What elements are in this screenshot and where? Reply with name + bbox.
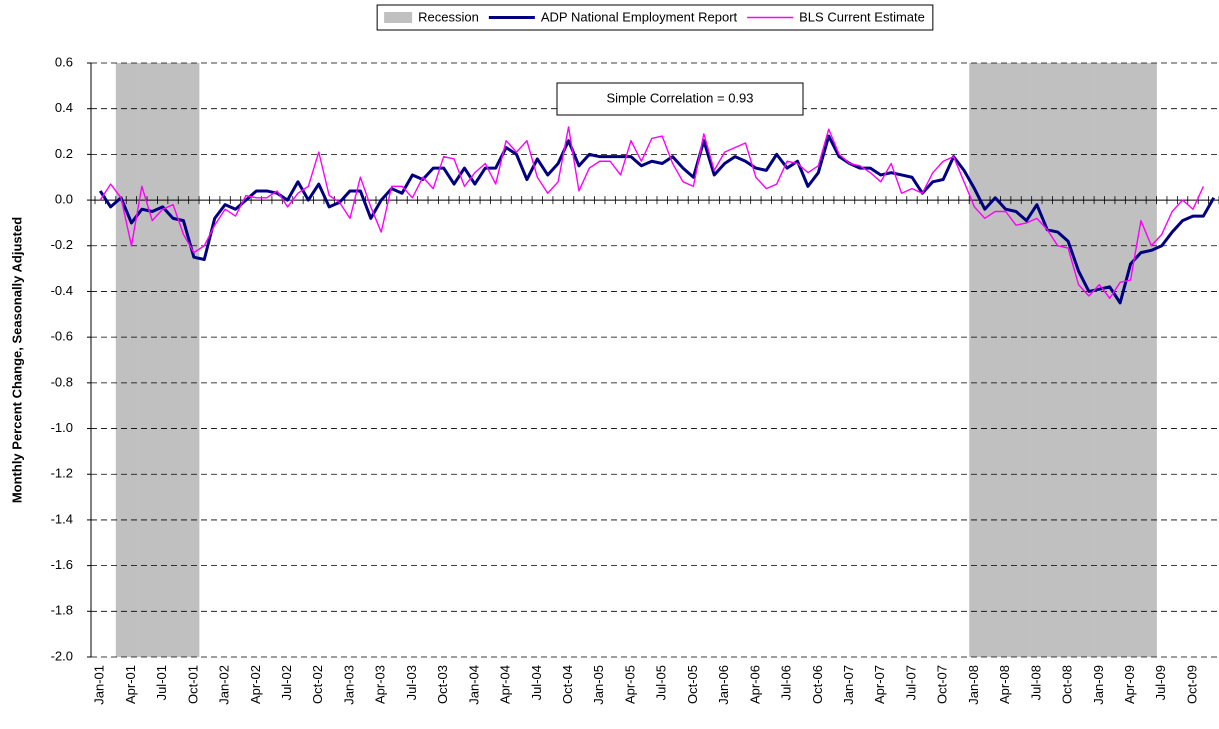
legend-swatch (384, 12, 413, 23)
x-tick-label: Jan-03 (341, 665, 356, 705)
recession-bar (1083, 63, 1095, 657)
y-tick-label: 0.6 (55, 54, 73, 69)
x-tick-label: Oct-06 (810, 665, 825, 704)
x-tick-label: Jan-05 (591, 665, 606, 705)
x-tick-label: Oct-05 (685, 665, 700, 704)
recession-bar (1146, 63, 1157, 657)
recession-bar (136, 63, 148, 657)
x-tick-label: Oct-07 (935, 665, 950, 704)
recession-bar (1104, 63, 1116, 657)
recession-bar (1125, 63, 1137, 657)
y-axis-title: Monthly Percent Change, Seasonally Adjus… (9, 217, 24, 503)
y-tick-label: 0.2 (55, 146, 73, 161)
y-tick-label: -0.6 (51, 329, 73, 344)
recession-bar (1114, 63, 1126, 657)
x-tick-label: Apr-08 (997, 665, 1012, 704)
series-line (98, 134, 1216, 305)
x-tick-label: Apr-06 (747, 665, 762, 704)
y-tick-label: -0.2 (51, 237, 73, 252)
recession-bar (115, 63, 127, 657)
annotation: Simple Correlation = 0.93 (606, 90, 753, 105)
x-tick-label: Apr-09 (1122, 665, 1137, 704)
legend-label: ADP National Employment Report (541, 9, 738, 24)
recession-bar (167, 63, 179, 657)
x-tick-label: Jul-09 (1153, 665, 1168, 700)
x-tick-label: Apr-02 (248, 665, 263, 704)
x-tick-label: Apr-07 (872, 665, 887, 704)
y-tick-label: -1.0 (51, 420, 73, 435)
recession-bar (126, 63, 137, 657)
recession-bar (1000, 63, 1012, 657)
x-tick-label: Apr-03 (373, 665, 388, 704)
legend-label: BLS Current Estimate (799, 9, 925, 24)
x-tick-label: Jan-08 (966, 665, 981, 705)
x-tick-label: Apr-01 (123, 665, 138, 704)
recession-bar (969, 63, 980, 657)
annotation-box (556, 82, 804, 116)
x-tick-label: Jan-04 (466, 665, 481, 705)
y-tick-label: -0.8 (51, 374, 73, 389)
recession-bar (157, 63, 169, 657)
recession-bar (979, 63, 991, 657)
legend-label: Recession (418, 9, 479, 24)
recession-bar (188, 63, 200, 657)
recession-bar (1010, 63, 1022, 657)
x-tick-label: Apr-05 (622, 665, 637, 704)
x-tick-label: Jan-06 (716, 665, 731, 705)
y-tick-label: -1.4 (51, 511, 73, 526)
legend-box (376, 4, 934, 31)
y-tick-label: -1.6 (51, 557, 73, 572)
x-tick-label: Apr-04 (498, 665, 513, 704)
x-tick-label: Oct-09 (1184, 665, 1199, 704)
x-tick-label: Jan-01 (92, 665, 107, 705)
recession-bar (1021, 63, 1032, 657)
recession-bar (1135, 63, 1147, 657)
y-tick-label: 0.0 (55, 192, 73, 207)
x-tick-label: Jul-01 (154, 665, 169, 700)
y-tick-label: 0.4 (55, 100, 73, 115)
x-tick-label: Jul-08 (1028, 665, 1043, 700)
x-tick-label: Oct-08 (1060, 665, 1075, 704)
y-tick-label: -0.4 (51, 283, 73, 298)
recession-bar (1052, 63, 1064, 657)
y-tick-label: -1.8 (51, 603, 73, 618)
series-line (99, 126, 1205, 300)
x-tick-label: Jul-02 (279, 665, 294, 700)
x-tick-label: Oct-02 (310, 665, 325, 704)
x-tick-label: Jan-02 (217, 665, 232, 705)
recession-bar (990, 63, 1001, 657)
y-tick-label: -2.0 (51, 648, 73, 663)
legend: Recession ADP National Employment Report B… (376, 4, 934, 31)
x-tick-label: Jul-07 (903, 665, 918, 700)
recession-bar (1062, 63, 1074, 657)
x-tick-label: Jan-09 (1091, 665, 1106, 705)
x-tick-label: Jul-05 (654, 665, 669, 700)
recession-bar (1031, 63, 1043, 657)
x-tick-label: Oct-01 (185, 665, 200, 704)
x-tick-label: Jul-06 (779, 665, 794, 700)
x-tick-label: Oct-04 (560, 665, 575, 704)
x-tick-label: Jul-04 (529, 665, 544, 700)
recession-bar (147, 63, 158, 657)
x-tick-label: Jan-07 (841, 665, 856, 705)
x-tick-label: Jul-03 (404, 665, 419, 700)
recession-bar (178, 63, 189, 657)
y-tick-label: -1.2 (51, 466, 73, 481)
recession-bar (1094, 63, 1105, 657)
x-tick-label: Oct-03 (435, 665, 450, 704)
recession-bar (1042, 63, 1053, 657)
recession-bar (1073, 63, 1085, 657)
